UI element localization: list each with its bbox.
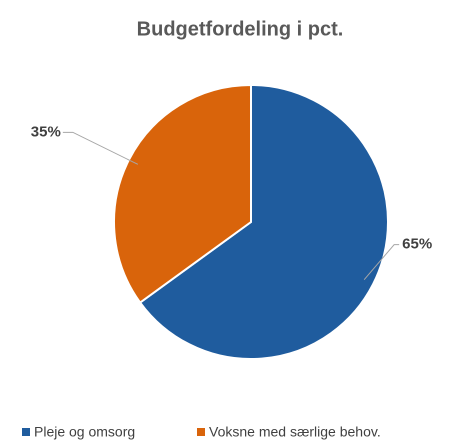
- leader-line: [363, 244, 400, 280]
- chart-title: Budgetfordeling i pct.: [137, 18, 344, 40]
- legend-swatch: [22, 428, 30, 436]
- pie-slice: [138, 83, 389, 360]
- leader-line: [62, 131, 139, 165]
- legend-swatch: [197, 428, 205, 436]
- legend-label: Pleje og omsorg: [34, 424, 135, 440]
- data-label: 65%: [402, 236, 432, 253]
- legend-label: Voksne med særlige behov.: [209, 424, 381, 440]
- data-label: 35%: [31, 123, 61, 140]
